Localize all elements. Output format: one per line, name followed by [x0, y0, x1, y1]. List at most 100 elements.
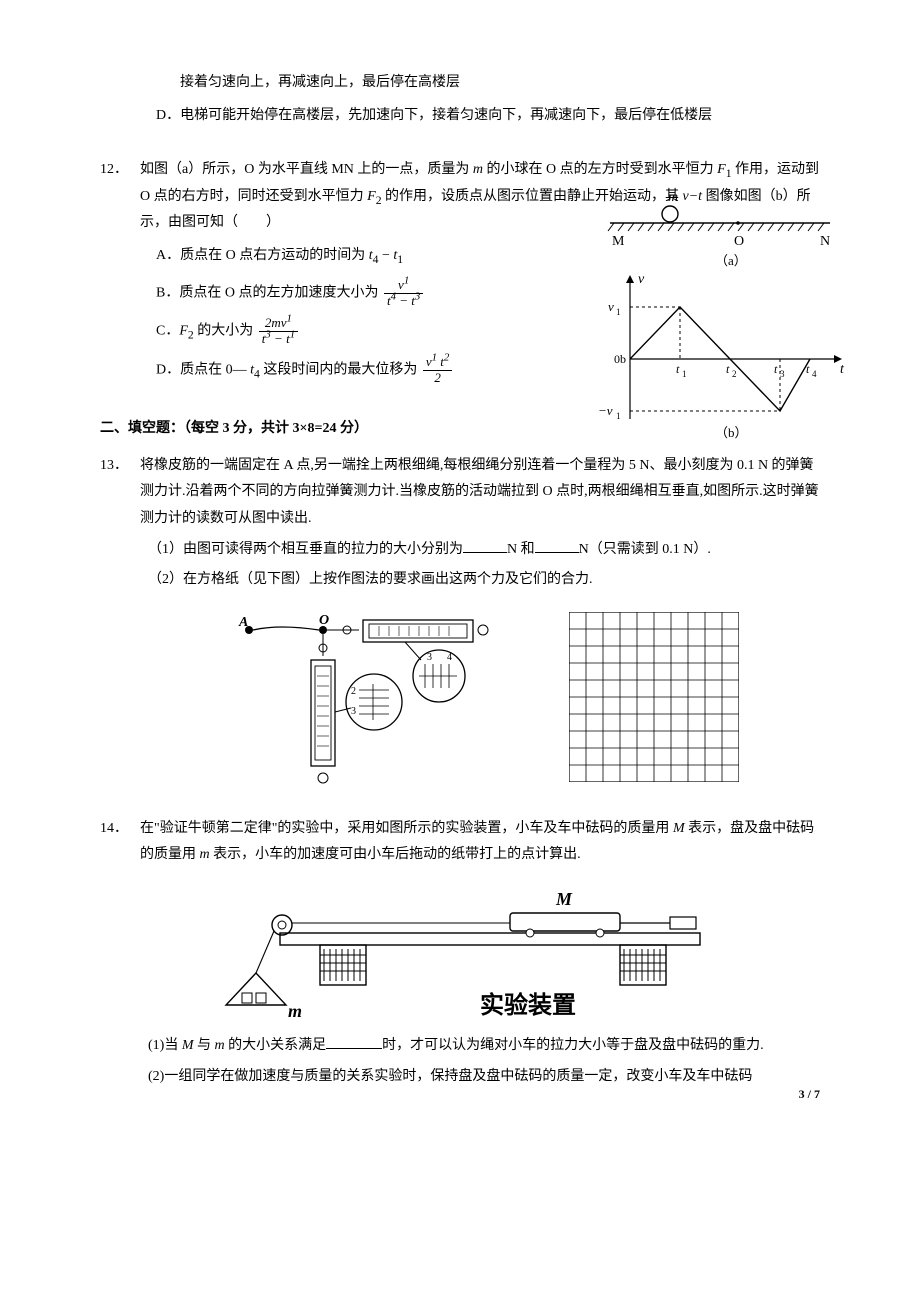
t: 的大小关系满足 — [225, 1038, 327, 1053]
t: N 和 — [507, 542, 535, 557]
text: D．电梯可能开始停在高楼层，先加速向下，接着匀速向下，再减速向下，最后停在低楼层 — [156, 108, 712, 123]
q12-number: 12． — [100, 157, 140, 237]
q13-grid-svg — [569, 612, 739, 782]
label-a: （a） — [715, 253, 747, 268]
label-M: M — [612, 234, 625, 249]
svg-text:3: 3 — [351, 706, 356, 717]
q14-sub2: (2)一组同学在做加速度与质量的关系实验时，保持盘及盘中砝码的质量一定，改变小车… — [100, 1064, 820, 1091]
t: B．质点在 O 点的左方加速度大小为 — [156, 285, 378, 300]
svg-text:4: 4 — [447, 652, 452, 663]
q11-opt-d: D．电梯可能开始停在高楼层，先加速向下，接着匀速向下，再减速向下，最后停在低楼层 — [100, 103, 820, 130]
s: 2 — [444, 352, 449, 364]
q13-sub2: （2）在方格纸（见下图）上按作图法的要求画出这两个力及它们的合力. — [100, 567, 820, 594]
t: − — [378, 248, 393, 263]
t2-sub: 2 — [732, 369, 737, 379]
hatch — [608, 223, 824, 231]
ball-icon — [662, 206, 678, 222]
t: N（只需读到 0.1 N）. — [579, 542, 711, 557]
t: D．质点在 0— — [156, 363, 250, 378]
q14-svg: M m 实验装置 — [200, 883, 720, 1023]
t2-label: t — [726, 362, 730, 376]
q13-figures: A O — [148, 612, 820, 792]
t1-label: t — [676, 362, 680, 376]
sub: 1 — [397, 253, 403, 266]
t4-label: t — [806, 362, 810, 376]
v: m — [200, 847, 210, 862]
page-footer: 3 / 7 — [799, 1083, 820, 1106]
t: 的大小为 — [194, 324, 254, 339]
t: 的小球在 O 点的左方时受到水平恒力 — [483, 162, 717, 177]
var-m: m — [473, 162, 483, 177]
label-O2: O — [319, 613, 329, 628]
t: 这段时间内的最大位移为 — [260, 363, 418, 378]
t: C． — [156, 324, 179, 339]
q13-number: 13． — [100, 453, 140, 533]
t4-sub: 4 — [812, 369, 817, 379]
label-m: m — [668, 190, 678, 205]
s: 1 — [287, 313, 292, 325]
q12-svg: m M O N （a） — [590, 187, 850, 447]
question-12: 12． 如图（a）所示，O 为水平直线 MN 上的一点，质量为 m 的小球在 O… — [100, 157, 820, 386]
table-leg-right — [620, 945, 666, 985]
d: 2 — [423, 371, 453, 386]
q13-stem: 将橡皮筋的一端固定在 A 点,另一端拴上两根细绳,每根细绳分别连着一个量程为 5… — [140, 453, 820, 533]
t: 与 — [194, 1038, 215, 1053]
s: 1 — [290, 329, 295, 341]
v: M — [182, 1038, 194, 1053]
label-apparatus: 实验装置 — [480, 991, 576, 1019]
n: t — [437, 354, 444, 369]
label-O: O — [734, 234, 744, 249]
blank-input[interactable] — [326, 1035, 382, 1049]
axis-v: v — [638, 272, 645, 287]
v: M — [673, 821, 685, 836]
svg-text:3: 3 — [427, 652, 432, 663]
fraction: 2mv1 t3 − t1 — [259, 316, 298, 347]
blank-input[interactable] — [535, 539, 579, 553]
svg-text:2: 2 — [351, 686, 356, 697]
point-o — [736, 221, 740, 225]
grid-lines — [569, 612, 739, 782]
label-N: N — [820, 234, 830, 249]
q14-sub1: (1)当 M 与 m 的大小关系满足 时，才可以认为绳对小车的拉力大小等于盘及盘中… — [100, 1033, 820, 1060]
text: 接着匀速向上，再减速向上，最后停在高楼层 — [180, 75, 460, 90]
axis-t: t — [840, 362, 845, 377]
label-m2: m — [288, 1001, 302, 1021]
t: (1)当 — [148, 1038, 182, 1053]
question-14: 14． 在"验证牛顿第二定律"的实验中，采用如图所示的实验装置，小车及车中砝码的… — [100, 816, 820, 1090]
t1-sub: 1 — [682, 369, 687, 379]
var-F: F — [367, 189, 376, 204]
q13-sub1: （1）由图可读得两个相互垂直的拉力的大小分别为 N 和 N（只需读到 0.1 N）. — [100, 537, 820, 564]
s: 1 — [404, 274, 409, 286]
m: − — [396, 293, 411, 308]
v1-sub: 1 — [616, 307, 621, 317]
q13-apparatus-svg: A O — [229, 612, 509, 792]
label-b: （b） — [715, 425, 748, 440]
t: 时，才可以认为绳对小车的拉力大小等于盘及盘中砝码的重力. — [382, 1038, 764, 1053]
label-A: A — [238, 615, 248, 630]
table-leg-left — [320, 945, 366, 985]
t: 表示，小车的加速度可由小车后拖动的纸带打上的点计算出. — [210, 847, 581, 862]
q14-figure: M m 实验装置 — [100, 883, 820, 1023]
fraction: v1 t2 2 — [423, 355, 453, 386]
q12-figure: m M O N （a） — [590, 187, 850, 458]
t3-sub: 3 — [780, 369, 785, 379]
var-F: F — [717, 162, 726, 177]
var: F — [179, 324, 188, 339]
neg-v1-label: −v — [598, 403, 613, 418]
blank-input[interactable] — [463, 539, 507, 553]
zero-label: 0b — [614, 352, 626, 366]
t: 如图（a）所示，O 为水平直线 MN 上的一点，质量为 — [140, 162, 473, 177]
v: m — [215, 1038, 225, 1053]
v1-label: v — [608, 299, 614, 314]
vt-graph: v t v 1 −v 1 0b t 1 t 2 t 3 — [598, 272, 845, 440]
q14-stem: 在"验证牛顿第二定律"的实验中，采用如图所示的实验装置，小车及车中砝码的质量用 … — [140, 816, 820, 869]
q11-opt-c-tail: 接着匀速向上，再减速向上，最后停在高楼层 — [100, 70, 820, 97]
fraction: v1 t4 − t3 — [384, 278, 423, 309]
t: （1）由图可读得两个相互垂直的拉力的大小分别为 — [148, 542, 463, 557]
t3-label: t — [774, 362, 778, 376]
t: A．质点在 O 点右方运动的时间为 — [156, 248, 369, 263]
s: 3 — [415, 290, 420, 302]
question-13: 13． 将橡皮筋的一端固定在 A 点,另一端拴上两根细绳,每根细绳分别连着一个量… — [100, 453, 820, 792]
neg-v1-sub: 1 — [616, 411, 621, 421]
label-M2: M — [555, 889, 573, 909]
